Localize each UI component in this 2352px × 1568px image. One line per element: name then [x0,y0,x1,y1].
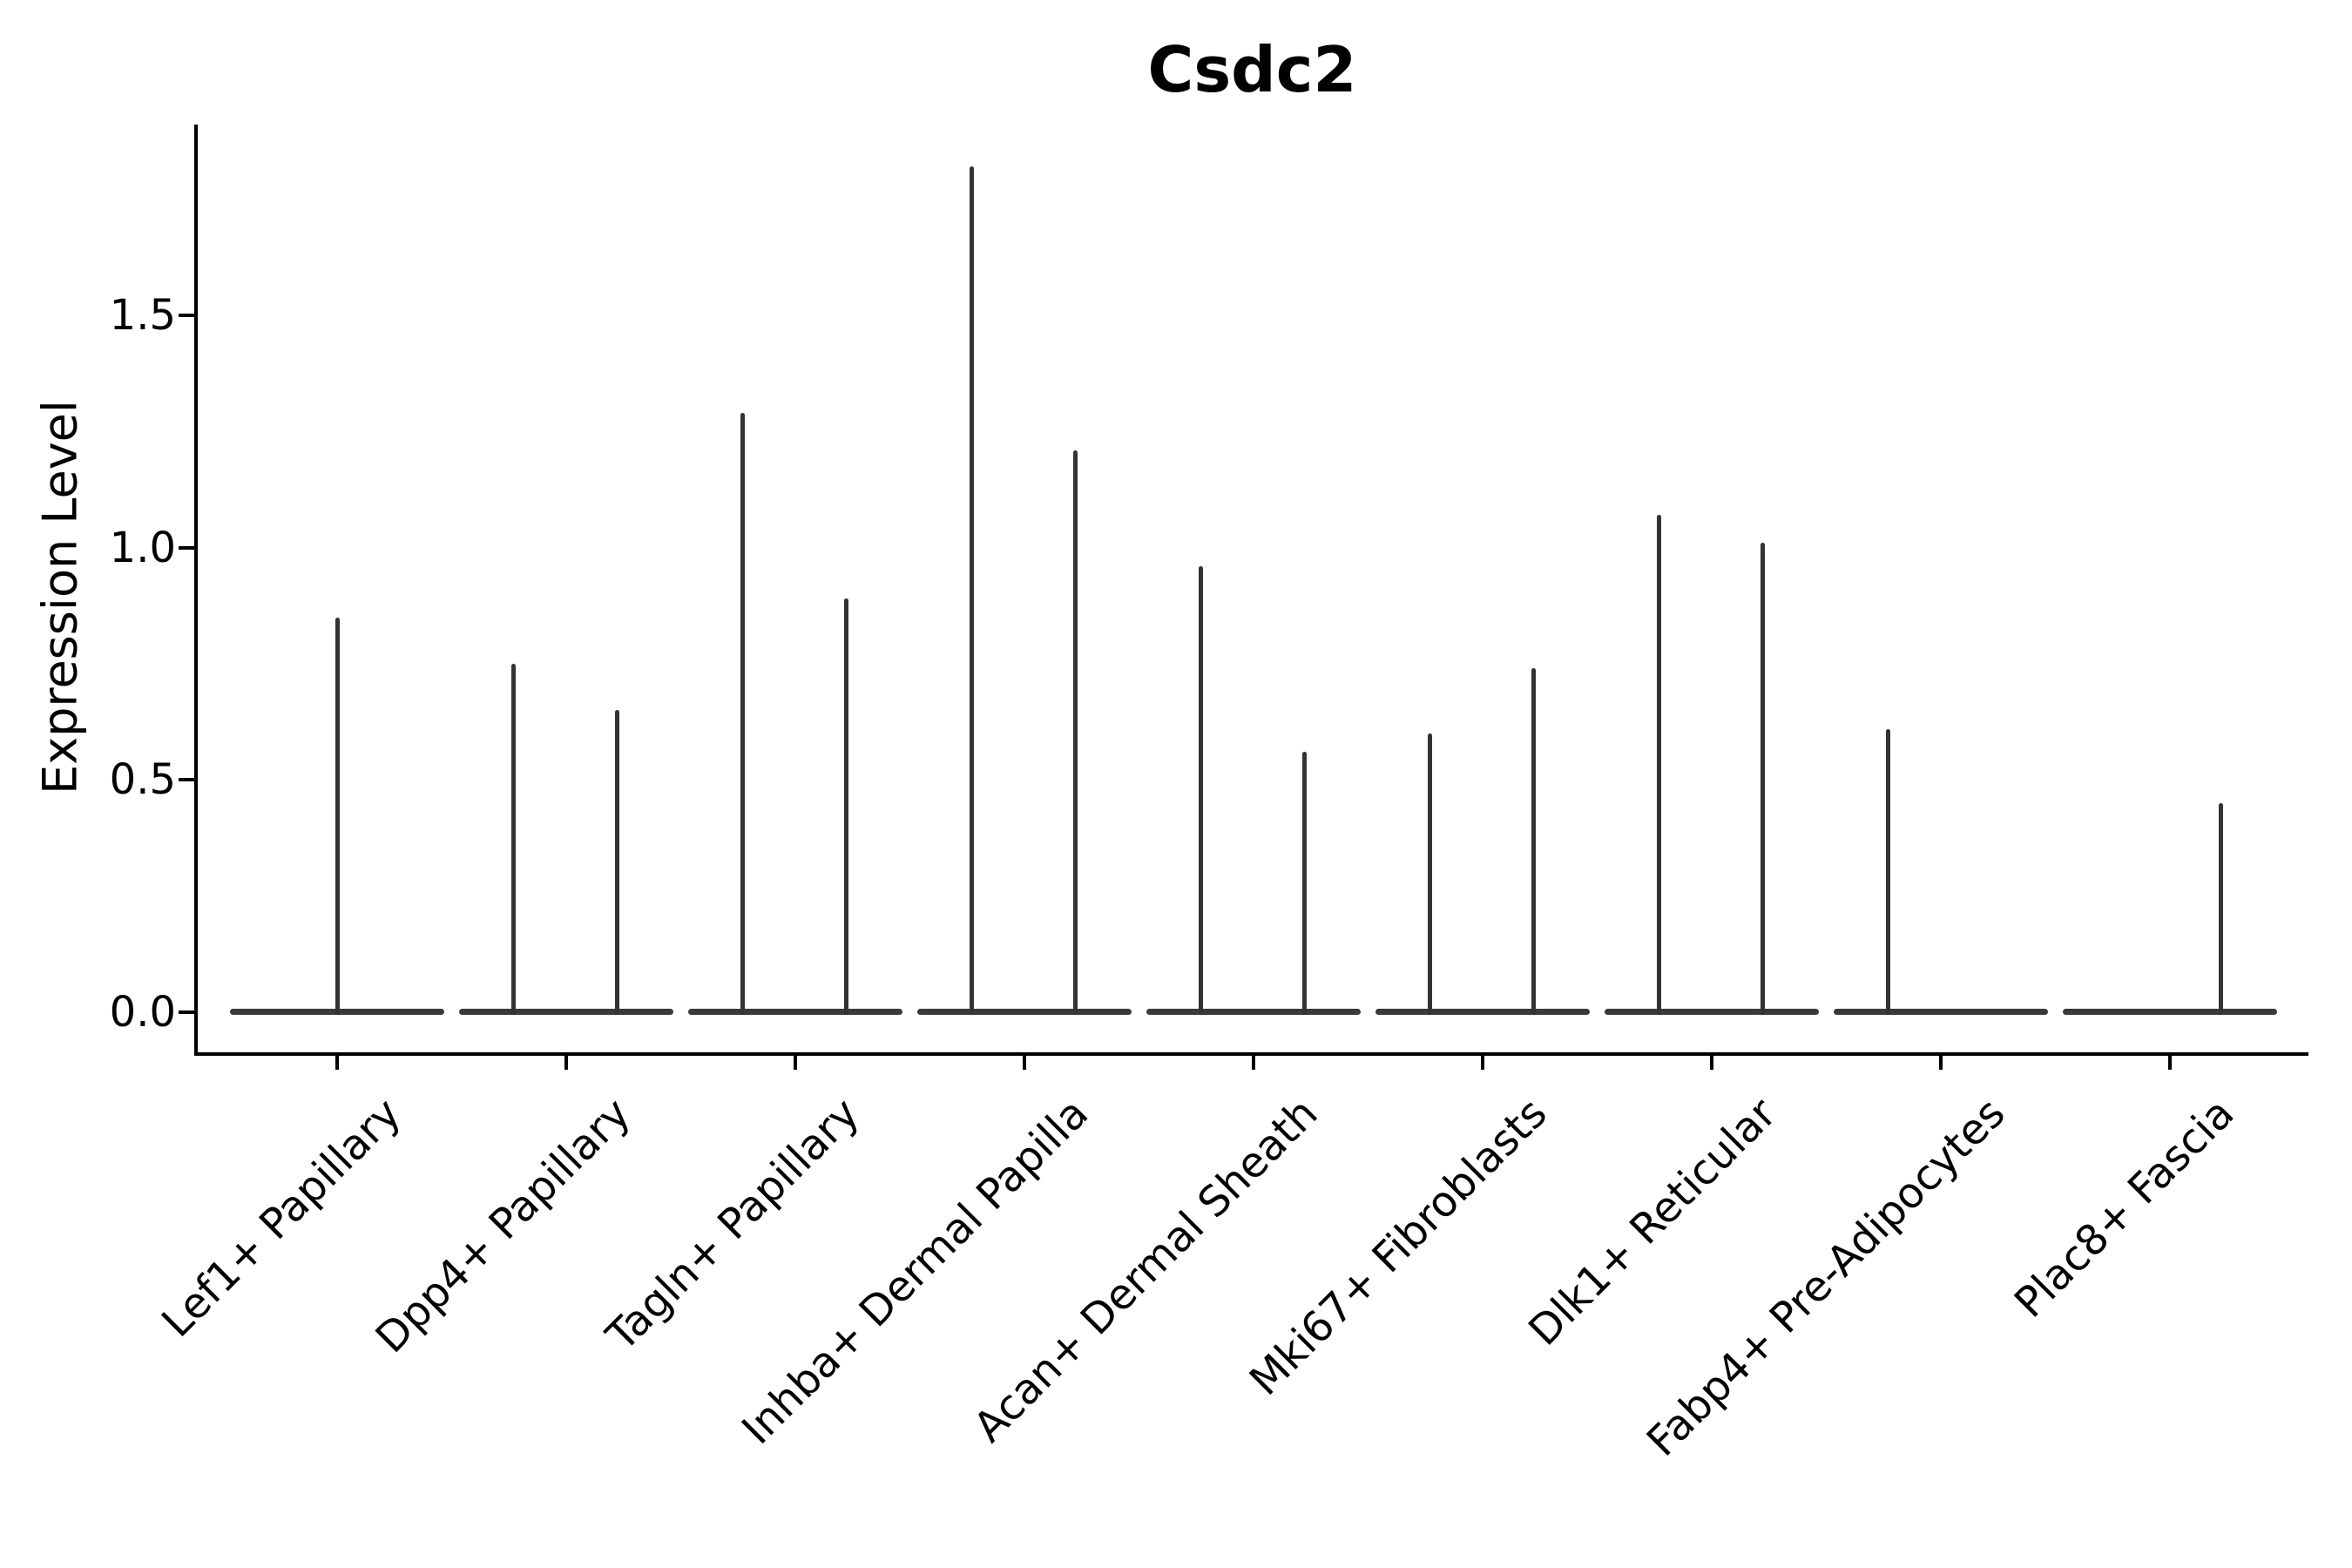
x-tick-label: Plac8+ Fascia [2005,1089,2244,1328]
chart-title: Csdc2 [1147,33,1357,106]
violin-spike [1302,752,1307,1015]
y-tick-label: 0.5 [109,755,176,805]
x-tick-label: Tagln+ Papillary [597,1089,869,1361]
violin-base [459,1009,673,1015]
x-tick-mark [1252,1056,1255,1070]
violin-spike [1428,733,1432,1015]
y-tick-mark [179,314,194,318]
violin-spike [970,166,974,1015]
violin-spike [1199,566,1203,1015]
x-tick-mark [335,1056,339,1070]
x-tick-label: Dlk1+ Reticular [1518,1089,1786,1355]
violin-base [1605,1009,1819,1015]
violin-spike [1657,515,1661,1015]
y-tick-mark [179,1010,194,1014]
x-axis-spine [194,1052,2308,1056]
violin-spike [1073,449,1078,1015]
violin-spike [615,710,619,1015]
y-tick-label: 0.0 [109,988,176,1037]
violin-base [917,1009,1132,1015]
violin-spike [2219,803,2223,1015]
x-tick-mark [1710,1056,1713,1070]
x-tick-mark [2168,1056,2172,1070]
violin-spike [1531,668,1536,1015]
x-tick-mark [1481,1056,1484,1070]
violin-base [688,1009,902,1015]
x-tick-mark [794,1056,797,1070]
x-tick-mark [1939,1056,1943,1070]
violin-spike [740,413,745,1015]
x-tick-mark [1023,1056,1026,1070]
y-tick-label: 1.0 [109,523,176,572]
violin-spike [335,617,340,1015]
y-axis-spine [194,125,198,1056]
x-tick-mark [564,1056,568,1070]
x-tick-label: Dpp4+ Papillary [366,1089,640,1363]
violin-base [2063,1009,2277,1015]
x-tick-label: Lef1+ Papillary [152,1089,411,1347]
violin-spike [511,664,516,1015]
violin-spike [1761,543,1765,1015]
violin-base [1146,1009,1361,1015]
violin-spike [844,598,848,1015]
y-tick-label: 1.5 [109,291,176,341]
y-tick-mark [179,778,194,782]
violin-spike [1886,728,1890,1015]
violin-base [1375,1009,1590,1015]
y-tick-mark [179,545,194,550]
violin-base [1834,1009,2048,1015]
